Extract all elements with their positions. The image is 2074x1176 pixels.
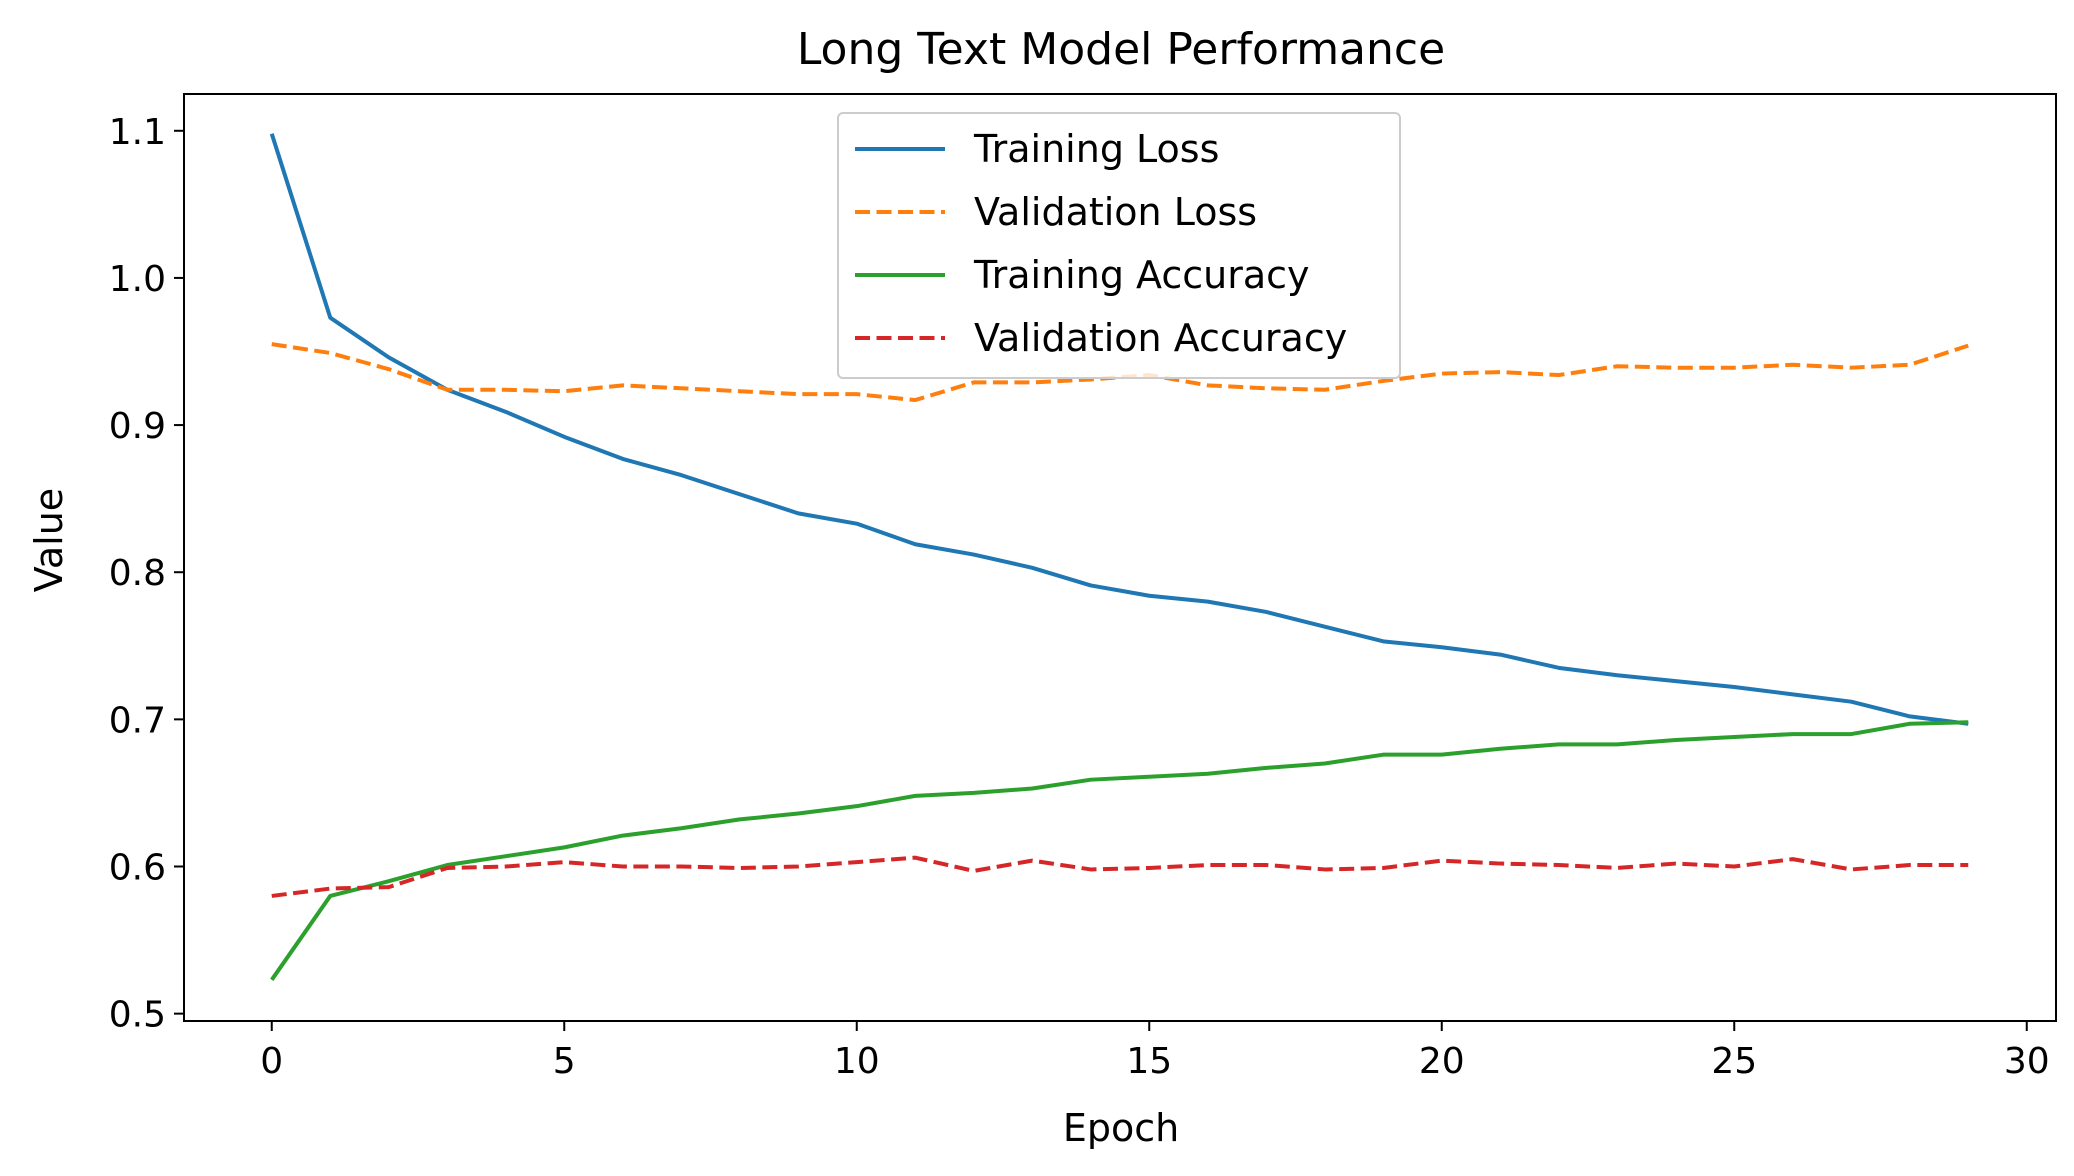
y-tick-label: 0.9 xyxy=(109,406,166,447)
y-tick-label: 0.8 xyxy=(109,553,166,594)
x-tick-label: 25 xyxy=(1711,1041,1757,1082)
y-axis: 0.5 0.6 0.7 0.8 0.9 1.0 1.1 xyxy=(109,112,184,1036)
x-tick-label: 20 xyxy=(1419,1041,1465,1082)
x-tick-label: 10 xyxy=(834,1041,880,1082)
y-tick-label: 0.5 xyxy=(109,995,166,1036)
y-tick-label: 0.6 xyxy=(109,848,166,889)
y-tick-label: 1.1 xyxy=(109,112,166,153)
legend-box xyxy=(837,112,1401,379)
series-line-1 xyxy=(269,133,1969,726)
chart-title: Long Text Model Performance xyxy=(797,24,1445,75)
legend-label-1: Training Loss xyxy=(973,127,1219,171)
x-axis: 0 5 10 15 20 25 30 xyxy=(260,1021,2050,1082)
y-axis-label: Value xyxy=(27,488,71,592)
legend-label-2: Validation Loss xyxy=(974,190,1257,234)
plot-frame xyxy=(183,93,2057,1022)
series-line-2 xyxy=(271,342,1969,403)
legend-label-4: Validation Accuracy xyxy=(974,316,1347,360)
series-line-3 xyxy=(270,720,1969,981)
series-line-4 xyxy=(271,855,1969,898)
x-tick-label: 15 xyxy=(1126,1041,1172,1082)
x-tick-label: 5 xyxy=(553,1041,576,1082)
x-axis-label: Epoch xyxy=(1063,1106,1179,1150)
x-tick-label: 30 xyxy=(2004,1041,2050,1082)
legend-label-3: Training Accuracy xyxy=(973,253,1310,297)
y-tick-label: 0.7 xyxy=(109,700,166,741)
x-tick-label: 0 xyxy=(260,1041,283,1082)
series-group xyxy=(269,133,1969,981)
y-tick-label: 1.0 xyxy=(109,259,166,300)
legend: Training Loss Validation Loss Training Acc… xyxy=(837,112,1401,379)
plot-area xyxy=(183,93,2057,1022)
